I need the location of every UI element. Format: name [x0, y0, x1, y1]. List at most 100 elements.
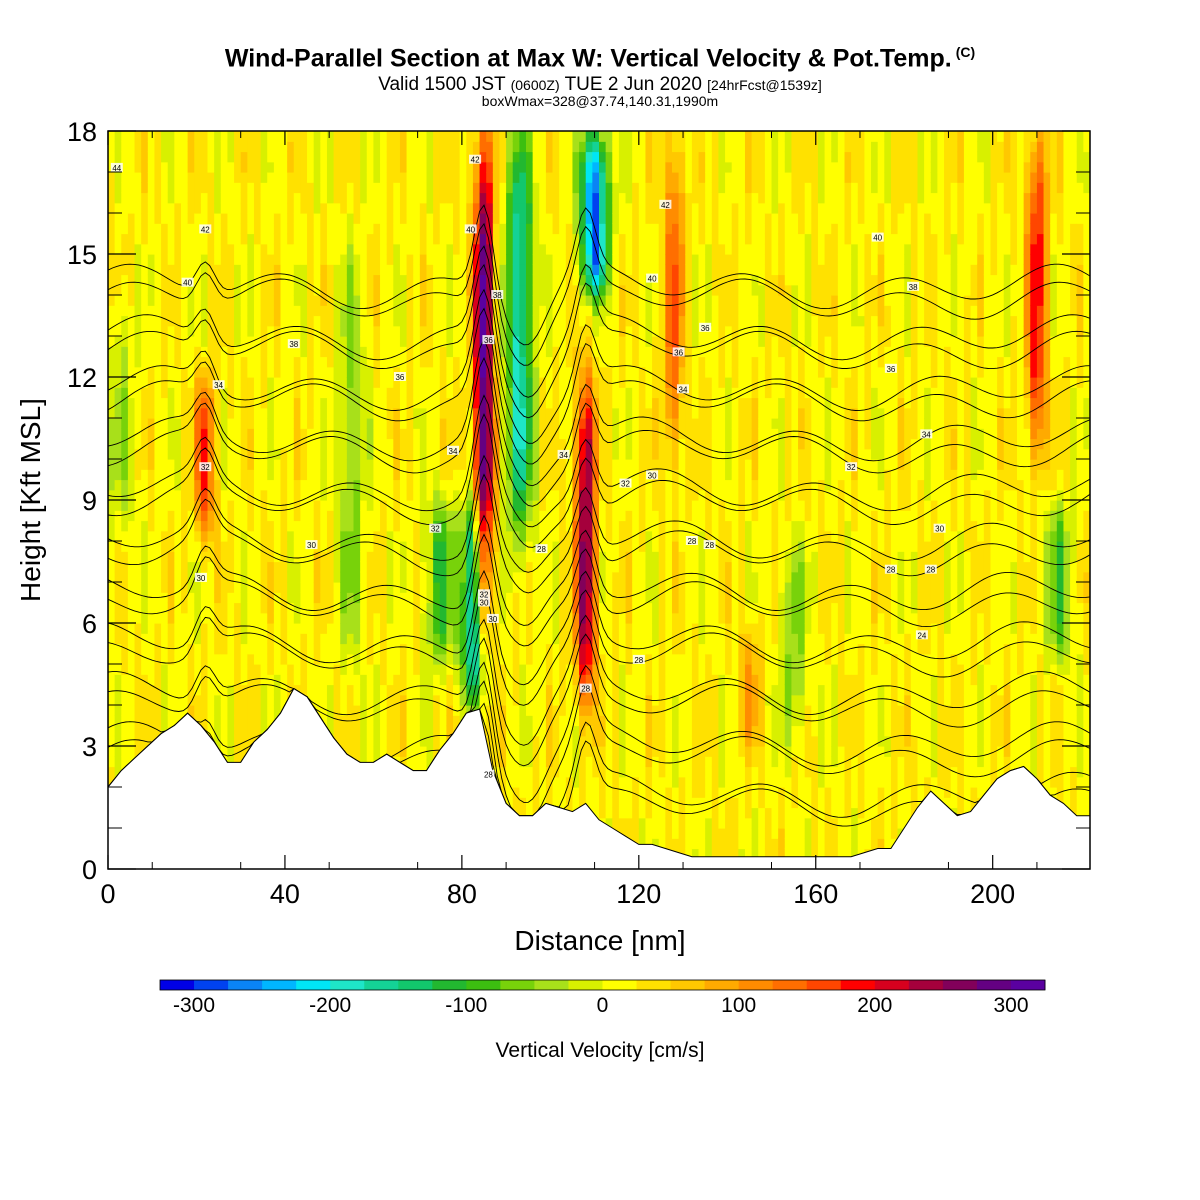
- w-cell: [346, 633, 355, 645]
- w-cell: [366, 336, 375, 347]
- w-cell: [253, 172, 262, 183]
- w-cell: [592, 479, 600, 491]
- w-cell: [141, 284, 149, 296]
- w-cell: [333, 530, 341, 542]
- w-cell: [333, 653, 341, 665]
- w-cell: [247, 510, 255, 522]
- w-cell: [579, 551, 587, 563]
- w-cell: [273, 520, 282, 532]
- w-cell: [307, 325, 315, 337]
- w-cell: [267, 202, 275, 214]
- w-cell: [519, 807, 527, 819]
- w-cell: [234, 274, 242, 286]
- w-cell: [167, 397, 175, 409]
- w-cell: [214, 479, 222, 491]
- w-cell: [499, 202, 507, 214]
- w-cell: [147, 684, 156, 696]
- w-cell: [572, 530, 580, 542]
- w-cell: [406, 151, 414, 163]
- w-cell: [240, 161, 248, 173]
- w-cell: [592, 387, 600, 399]
- w-cell: [108, 377, 116, 388]
- w-cell: [293, 141, 302, 153]
- w-cell: [393, 182, 401, 194]
- w-cell: [545, 766, 554, 778]
- w-cell: [247, 571, 255, 583]
- w-cell: [618, 407, 627, 419]
- w-cell: [526, 223, 534, 235]
- w-cell: [267, 172, 275, 183]
- w-cell: [466, 418, 474, 429]
- w-cell: [114, 192, 122, 204]
- w-cell: [147, 530, 156, 542]
- w-cell: [287, 284, 295, 296]
- w-cell: [260, 612, 268, 624]
- w-cell: [300, 141, 308, 153]
- w-cell: [253, 674, 262, 686]
- w-cell: [599, 459, 607, 470]
- w-cell: [632, 448, 640, 460]
- w-cell: [572, 602, 580, 614]
- w-cell: [433, 336, 441, 347]
- w-cell: [386, 520, 394, 532]
- w-cell: [519, 377, 527, 388]
- w-cell: [413, 284, 421, 296]
- w-cell: [512, 571, 520, 583]
- w-cell: [453, 694, 461, 706]
- w-cell: [313, 407, 321, 419]
- w-cell: [526, 182, 534, 194]
- w-cell: [300, 172, 308, 183]
- w-cell: [326, 346, 335, 358]
- w-cell: [599, 664, 607, 675]
- w-cell: [419, 459, 428, 470]
- w-cell: [240, 438, 248, 450]
- w-cell: [366, 612, 375, 624]
- w-cell: [599, 787, 607, 798]
- w-cell: [406, 633, 414, 645]
- w-cell: [273, 541, 282, 552]
- w-cell: [526, 643, 534, 655]
- w-cell: [585, 612, 593, 624]
- w-cell: [585, 254, 593, 265]
- w-cell: [512, 366, 520, 378]
- w-cell: [307, 489, 315, 501]
- w-cell: [167, 428, 175, 440]
- w-cell: [599, 336, 607, 347]
- w-cell: [234, 161, 242, 173]
- w-cell: [154, 243, 162, 255]
- w-cell: [479, 213, 487, 224]
- w-cell: [605, 817, 613, 829]
- w-cell: [526, 530, 534, 542]
- w-cell: [346, 705, 355, 716]
- w-cell: [234, 305, 242, 317]
- w-cell: [625, 182, 633, 194]
- w-cell: [426, 284, 434, 296]
- w-cell: [147, 428, 156, 440]
- w-cell: [380, 223, 388, 235]
- w-cell: [360, 438, 368, 450]
- w-cell: [579, 705, 587, 716]
- w-cell: [605, 254, 613, 265]
- w-cell: [307, 428, 315, 440]
- w-cell: [612, 715, 620, 727]
- w-cell: [406, 551, 414, 563]
- w-cell: [108, 202, 116, 214]
- w-cell: [326, 305, 335, 317]
- w-cell: [399, 705, 408, 716]
- w-cell: [366, 151, 375, 163]
- w-cell: [512, 459, 520, 470]
- w-cell: [605, 356, 613, 368]
- w-cell: [207, 346, 215, 358]
- w-cell: [326, 131, 335, 142]
- w-cell: [260, 561, 268, 573]
- w-cell: [625, 766, 633, 778]
- w-cell: [227, 469, 235, 481]
- w-cell: [453, 653, 461, 665]
- w-cell: [340, 202, 348, 214]
- w-cell: [108, 684, 116, 696]
- w-cell: [121, 243, 129, 255]
- w-cell: [234, 202, 242, 214]
- w-cell: [552, 602, 560, 614]
- w-cell: [386, 633, 394, 645]
- w-cell: [108, 182, 116, 194]
